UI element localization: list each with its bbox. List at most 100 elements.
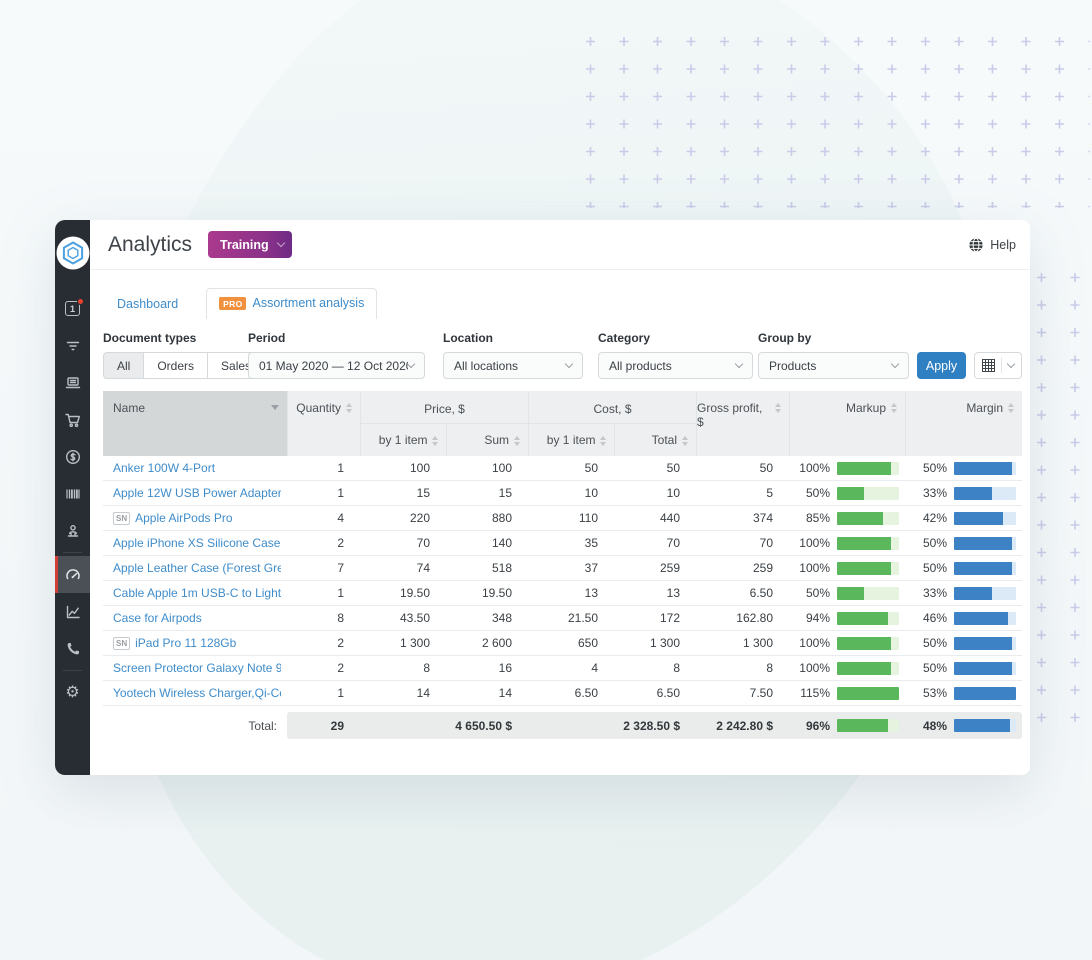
header-cost-total[interactable]: Total xyxy=(614,424,696,456)
header-price-sum[interactable]: Sum xyxy=(446,424,528,456)
document-type-option[interactable]: All xyxy=(103,352,145,379)
margin-bar-fill xyxy=(954,661,1013,675)
sidebar-item-analytics[interactable] xyxy=(55,593,90,630)
product-link[interactable]: Cable Apple 1m USB-C to Lightning (W… xyxy=(113,586,281,600)
tab-label: Assortment analysis xyxy=(252,296,365,310)
header-cost-by-item[interactable]: by 1 item xyxy=(529,424,614,456)
cost-by-item-cell: 4 xyxy=(591,661,598,675)
price-sum-cell: 518 xyxy=(491,561,512,575)
location-select[interactable]: All locations xyxy=(443,352,583,379)
price-by-item-cell: 220 xyxy=(409,511,430,525)
product-link[interactable]: Screen Protector Galaxy Note 9 Privac… xyxy=(113,661,281,675)
price-by-item-cell: 100 xyxy=(409,461,430,475)
line-chart-icon xyxy=(66,605,80,618)
product-name-cell: Screen Protector Galaxy Note 9 Privac… xyxy=(103,661,287,675)
gross-profit-cell: 50 xyxy=(759,461,773,475)
markup-bar xyxy=(837,511,899,525)
sidebar-item-finance[interactable] xyxy=(55,438,90,475)
gross-profit-cell: 8 xyxy=(766,661,773,675)
margin-bar-fill xyxy=(954,611,1008,625)
app-window: 1 xyxy=(55,220,1030,775)
sidebar-item-terminal[interactable] xyxy=(55,364,90,401)
total-margin-cell: 48% xyxy=(905,719,1022,733)
markup-bar-fill xyxy=(837,586,864,600)
product-link[interactable]: Yootech Wireless Charger,Qi-Certified… xyxy=(113,686,281,700)
markup-bar xyxy=(837,461,899,475)
category-select[interactable]: All products xyxy=(598,352,753,379)
header-name[interactable]: Name xyxy=(103,391,287,456)
product-name-cell: Case for Airpods xyxy=(103,611,287,625)
price-sum-cell: 19.50 xyxy=(481,586,512,600)
header-price-by-item[interactable]: by 1 item xyxy=(361,424,446,456)
product-name-cell: Apple Leather Case (Forest Green) for… xyxy=(103,561,287,575)
help-button[interactable]: Help xyxy=(968,237,1016,253)
sort-icon xyxy=(891,403,897,413)
margin-cell: 53% xyxy=(905,686,1022,700)
filter-bar: Document types All Orders Sales Period 01 … xyxy=(103,331,1022,379)
price-by-item-cell: 43.50 xyxy=(399,611,430,625)
cost-total-cell: 70 xyxy=(666,536,680,550)
notification-dot xyxy=(77,298,84,305)
product-link[interactable]: Apple 12W USB Power Adapter xyxy=(113,486,281,500)
page-title: Analytics xyxy=(108,232,193,256)
sidebar-item-cart[interactable] xyxy=(55,401,90,438)
header-markup[interactable]: Markup xyxy=(789,391,905,456)
product-name-cell: Anker 100W 4-Port xyxy=(103,461,287,475)
header-quantity[interactable]: Quantity xyxy=(287,391,360,456)
markup-bar xyxy=(837,686,899,700)
product-link[interactable]: Apple iPhone XS Silicone Case (Pink S… xyxy=(113,536,281,550)
sidebar-item-settings[interactable]: ⚙ xyxy=(55,674,90,711)
markup-bar-fill xyxy=(837,611,888,625)
price-sum-cell: 14 xyxy=(498,686,512,700)
gross-profit-cell: 374 xyxy=(752,511,773,525)
training-label: Training xyxy=(220,237,269,252)
sort-icon xyxy=(432,436,439,446)
document-type-option[interactable]: Orders xyxy=(144,352,209,379)
cost-by-item-cell: 50 xyxy=(584,461,598,475)
product-link[interactable]: Anker 100W 4-Port xyxy=(113,461,216,475)
price-sum-cell: 880 xyxy=(491,511,512,525)
sidebar-item-dashboard[interactable] xyxy=(55,556,90,593)
price-sum-cell: 2 600 xyxy=(481,636,512,650)
header-gross-profit[interactable]: Gross profit, $ xyxy=(696,391,789,456)
app-logo-icon[interactable] xyxy=(56,236,90,270)
view-options-button[interactable] xyxy=(974,352,1022,379)
table-row: SN iPad Pro 11 128Gb 2 1 300 2 600 650 1 300 1 … xyxy=(103,631,1022,656)
apply-button[interactable]: Apply xyxy=(917,352,966,379)
dollar-coin-icon xyxy=(65,449,80,464)
sidebar-item-products[interactable] xyxy=(55,475,90,512)
header-margin[interactable]: Margin xyxy=(905,391,1022,456)
markup-bar-fill xyxy=(837,536,891,550)
product-link[interactable]: Case for Airpods xyxy=(113,611,202,625)
product-link[interactable]: Apple Leather Case (Forest Green) for… xyxy=(113,561,281,575)
price-by-item-cell: 70 xyxy=(416,536,430,550)
group-by-select[interactable]: Products xyxy=(758,352,909,379)
markup-value: 50% xyxy=(805,486,830,500)
margin-bar xyxy=(954,461,1016,475)
margin-value: 50% xyxy=(922,661,947,675)
markup-bar-fill xyxy=(837,461,891,475)
sidebar-item-staff[interactable] xyxy=(55,512,90,549)
training-badge-button[interactable]: Training xyxy=(208,231,292,258)
period-select[interactable]: 01 May 2020 — 12 Oct 2020 xyxy=(248,352,425,379)
quantity-cell: 7 xyxy=(337,561,344,575)
tab-dashboard[interactable]: Dashboard xyxy=(117,297,179,311)
sidebar-item-funnel[interactable] xyxy=(55,327,90,364)
gross-profit-cell: 1 300 xyxy=(742,636,773,650)
group-by-label: Group by xyxy=(758,331,812,345)
sidebar-item-support[interactable] xyxy=(55,630,90,667)
tab-assortment-analysis[interactable]: PRO Assortment analysis xyxy=(206,288,378,319)
product-link[interactable]: Apple AirPods Pro xyxy=(135,511,233,525)
total-row: Total: 29 4 650.50 $ 2 328.50 $ 2 242.80… xyxy=(103,712,1022,739)
markup-value: 94% xyxy=(805,611,830,625)
product-name-cell: SN Apple AirPods Pro xyxy=(103,511,287,525)
sidebar-item-documents[interactable]: 1 xyxy=(55,290,90,327)
gross-profit-cell: 259 xyxy=(752,561,773,575)
markup-value: 100% xyxy=(799,636,830,650)
margin-bar-fill xyxy=(954,719,1011,732)
product-link[interactable]: iPad Pro 11 128Gb xyxy=(135,636,237,650)
markup-value: 115% xyxy=(800,686,830,700)
quantity-cell: 2 xyxy=(337,536,344,550)
table-row: Screen Protector Galaxy Note 9 Privac… 2 8… xyxy=(103,656,1022,681)
markup-cell: 50% xyxy=(789,486,905,500)
